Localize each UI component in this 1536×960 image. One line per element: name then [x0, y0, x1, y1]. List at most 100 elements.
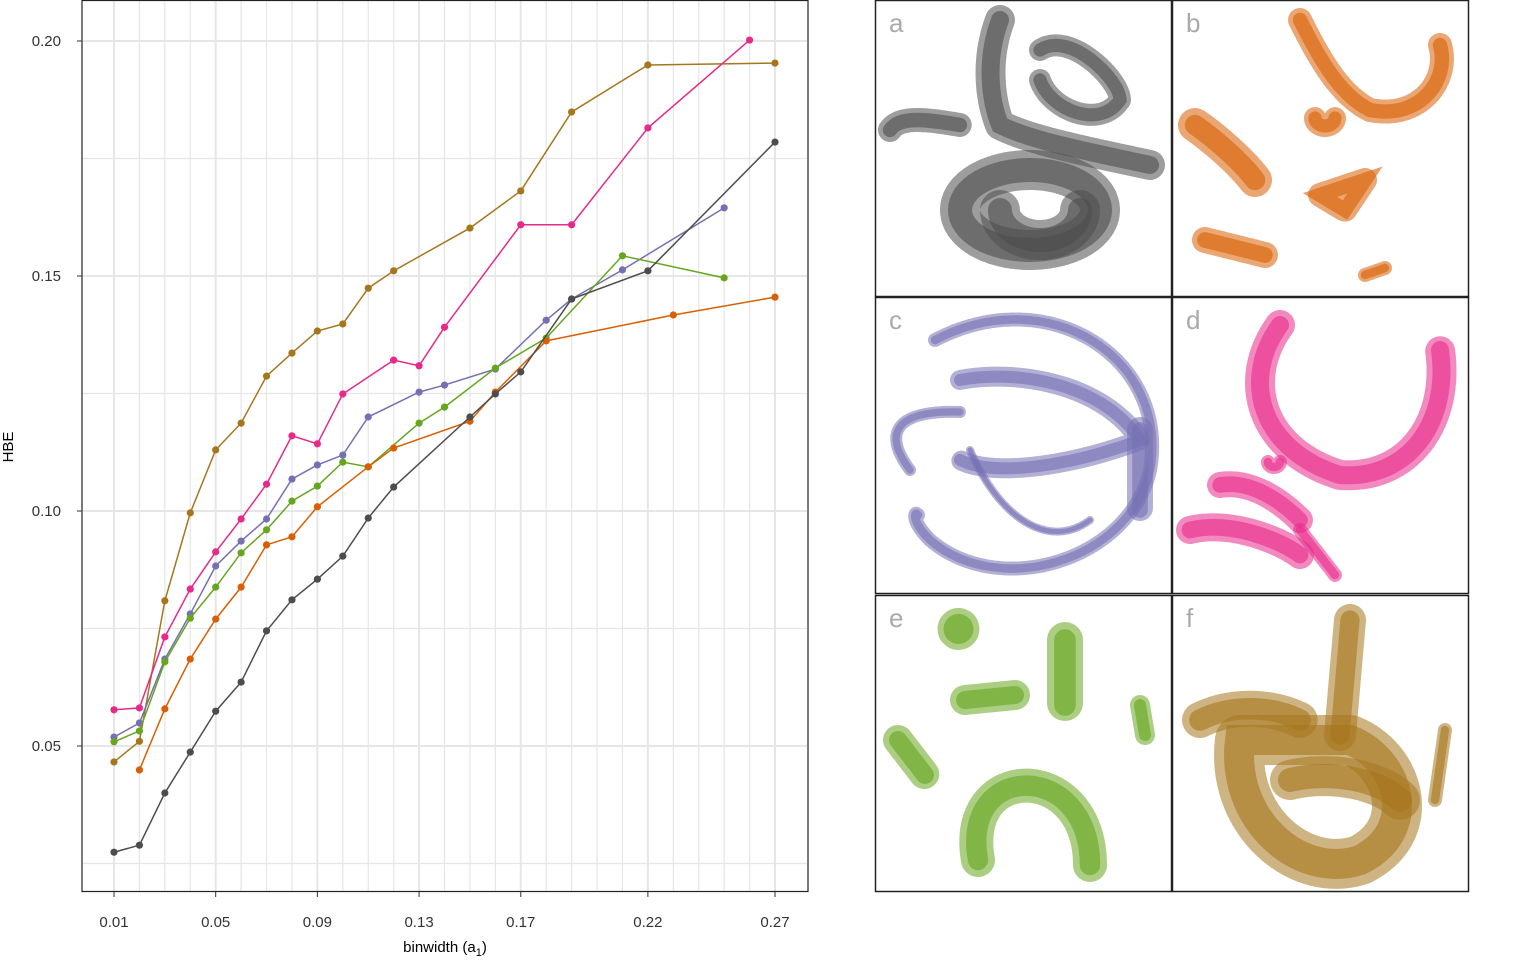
point-cloud: [1176, 310, 1457, 582]
y-tick-label: 0.10: [32, 503, 61, 520]
data-point: [186, 655, 194, 663]
data-point: [517, 368, 525, 376]
data-point: [288, 349, 296, 357]
point-cluster-core: [1134, 699, 1151, 741]
series-line: [113, 39, 751, 711]
x-tick-label: 0.22: [633, 914, 662, 931]
data-point: [135, 737, 144, 745]
panel-frame: [874, 296, 1173, 595]
y-tick-label: 0.05: [32, 738, 61, 755]
point-cluster-core: [966, 775, 1101, 876]
panel-frame: [1171, 594, 1470, 893]
data-point: [339, 320, 347, 328]
data-point: [415, 419, 423, 427]
data-point: [339, 458, 347, 466]
series-line: [138, 296, 776, 771]
data-point: [644, 124, 652, 132]
series-5: [110, 138, 779, 856]
panel-frame: [1171, 0, 1470, 298]
data-point: [313, 461, 321, 469]
data-point: [517, 187, 525, 195]
data-point: [364, 514, 372, 522]
data-point: [212, 707, 220, 715]
point-cluster-core: [1224, 725, 1412, 879]
data-point: [288, 475, 296, 483]
data-point: [313, 482, 321, 490]
point-cluster-core: [1263, 457, 1285, 472]
plot-frame: [81, 0, 809, 893]
data-point: [288, 596, 296, 604]
data-point: [262, 372, 271, 380]
data-point: [339, 451, 347, 459]
x-tick-label: 0.01: [99, 914, 128, 931]
data-point: [339, 390, 347, 398]
data-point: [618, 252, 627, 260]
point-cluster-core: [981, 11, 1159, 174]
data-point: [644, 267, 652, 275]
data-point: [720, 274, 728, 282]
point-cluster-core: [1181, 518, 1309, 564]
data-point: [644, 61, 652, 69]
point-cluster-core: [1308, 111, 1342, 133]
data-point: [542, 316, 550, 324]
series-line: [113, 141, 776, 853]
grid: [83, 1, 807, 891]
series-4: [135, 293, 779, 774]
data-point: [415, 362, 423, 370]
data-point: [237, 549, 245, 557]
series-line: [113, 207, 725, 738]
point-cluster-core: [1360, 263, 1390, 280]
data-point: [110, 758, 118, 766]
data-point: [466, 224, 474, 232]
panel-b: b: [1171, 0, 1470, 298]
panel-f: f: [1171, 594, 1470, 893]
data-point: [186, 748, 194, 756]
data-point: [212, 548, 220, 556]
panel-c: c: [874, 296, 1173, 595]
point-cluster-core: [1292, 12, 1449, 119]
data-point: [466, 413, 474, 421]
point-cluster-core: [1430, 725, 1450, 805]
data-point: [390, 483, 398, 491]
data-point: [440, 403, 449, 411]
point-cloud: [1182, 604, 1452, 889]
data-point: [212, 562, 220, 570]
x-tick-label: 0.05: [201, 914, 230, 931]
data-point: [237, 537, 245, 545]
panel-frame: [1171, 296, 1470, 595]
point-cluster-core: [1302, 166, 1383, 220]
point-cluster-core: [882, 112, 968, 138]
data-point: [517, 221, 525, 229]
data-point: [745, 36, 754, 44]
data-point: [212, 615, 220, 623]
data-point: [161, 789, 169, 797]
point-cluster-core: [988, 198, 1092, 252]
data-point: [364, 284, 372, 292]
data-point: [237, 583, 245, 591]
data-point: [262, 515, 271, 523]
point-cluster-core: [1212, 476, 1308, 528]
data-point: [313, 575, 321, 583]
panel-label: f: [1186, 603, 1194, 633]
point-cloud: [890, 312, 1159, 576]
data-point: [568, 221, 576, 229]
data-point: [212, 446, 220, 454]
data-point: [771, 138, 779, 146]
x-axis-label: binwidth (a1): [403, 939, 487, 959]
data-point: [720, 204, 728, 212]
data-point: [491, 390, 499, 398]
data-point: [237, 678, 245, 686]
data-point: [237, 419, 245, 427]
data-point: [390, 356, 398, 364]
panel-frame: [874, 0, 1173, 298]
data-point: [313, 440, 321, 448]
data-point: [237, 515, 245, 523]
point-cluster-core: [1197, 232, 1273, 263]
data-point: [669, 311, 677, 319]
point-cluster-core: [1033, 38, 1127, 122]
panel-label: c: [889, 305, 902, 335]
data-point: [440, 381, 449, 389]
data-point: [364, 463, 372, 471]
data-point: [313, 327, 321, 335]
data-point: [161, 658, 169, 666]
